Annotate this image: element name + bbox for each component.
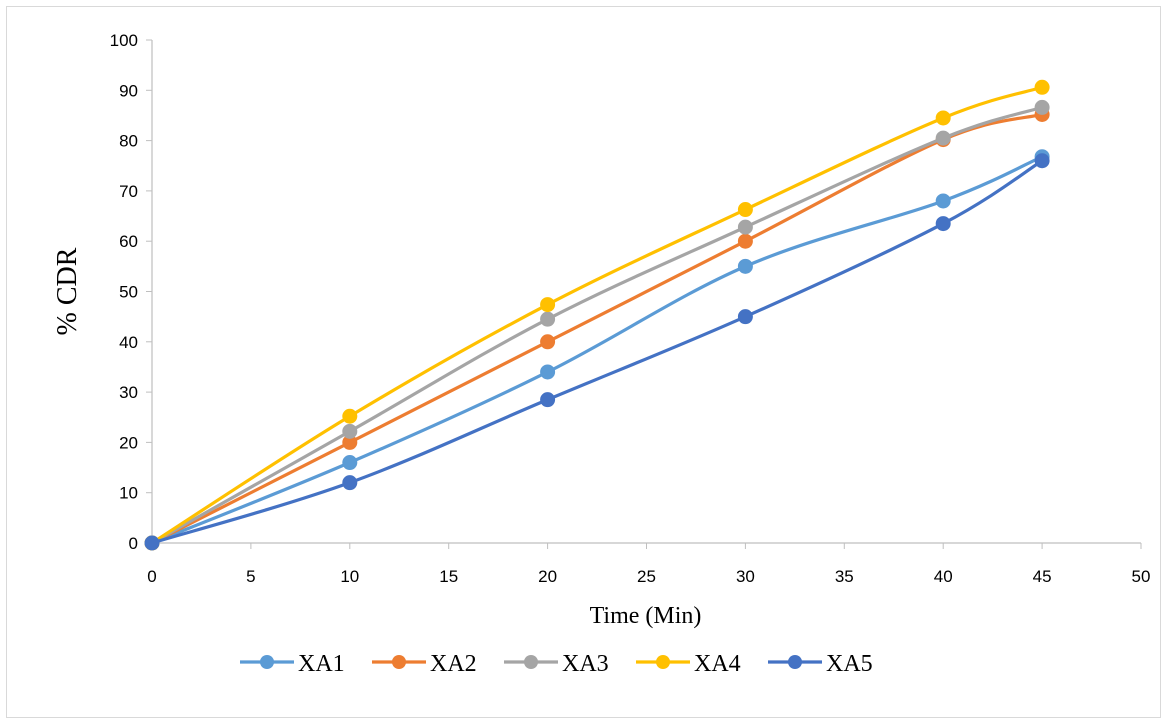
legend-item-xa1: XA1	[240, 651, 345, 677]
x-tick-label: 5	[246, 567, 255, 586]
data-point-xa3-20	[540, 311, 556, 327]
chart-frame	[6, 6, 1161, 718]
x-tick-label: 45	[1033, 567, 1052, 586]
legend-label: XA2	[430, 651, 477, 677]
x-tick-label: 20	[538, 567, 557, 586]
y-axis-title: % CDR	[52, 247, 83, 335]
x-tick-label: 25	[637, 567, 656, 586]
legend-label: XA1	[298, 651, 345, 677]
y-tick-label: 70	[119, 182, 138, 201]
legend-swatch-marker	[656, 655, 670, 669]
data-point-xa4-20	[540, 297, 556, 313]
data-point-xa5-40	[935, 216, 951, 232]
legend-item-xa2: XA2	[372, 651, 477, 677]
legend-swatch-marker	[524, 655, 538, 669]
legend-swatch-marker	[788, 655, 802, 669]
data-point-xa2-30	[737, 233, 753, 249]
y-tick-label: 100	[110, 31, 138, 50]
data-point-xa3-40	[935, 130, 951, 146]
series-line-xa5	[150, 159, 1044, 545]
y-tick-label: 60	[119, 232, 138, 251]
y-tick-labels: 0 10 20 30 40 50 60 70 80 90 100	[110, 31, 138, 553]
y-tick-label: 40	[119, 333, 138, 352]
y-tick-label: 0	[129, 534, 138, 553]
data-point-xa3-10	[342, 423, 358, 439]
data-point-xa5-45	[1034, 153, 1050, 169]
x-tick-label: 15	[439, 567, 458, 586]
x-tick-label: 30	[736, 567, 755, 586]
y-tick-label: 80	[119, 132, 138, 151]
data-point-xa3-30	[737, 219, 753, 235]
x-tick-label: 10	[340, 567, 359, 586]
x-tick-labels: 0 5 10 15 20 25 30 35 40 45 50	[147, 567, 1150, 586]
x-tick-label: 0	[147, 567, 156, 586]
series-xa5	[144, 153, 1050, 551]
data-point-xa2-20	[540, 334, 556, 350]
y-tick-label: 50	[119, 283, 138, 302]
axes	[146, 39, 1142, 549]
data-point-xa4-45	[1034, 79, 1050, 95]
y-tick-label: 10	[119, 484, 138, 503]
data-point-xa5-10	[342, 475, 358, 491]
y-tick-label: 30	[119, 383, 138, 402]
data-point-xa4-30	[737, 202, 753, 218]
data-point-xa5-30	[737, 309, 753, 325]
legend-label: XA4	[694, 651, 741, 677]
legend-item-xa5: XA5	[768, 651, 873, 677]
legend-swatch-marker	[392, 655, 406, 669]
x-axis-title: Time (Min)	[590, 603, 702, 629]
legend-label: XA5	[826, 651, 873, 677]
y-tick-label: 90	[119, 81, 138, 100]
series-line-xa3	[150, 105, 1044, 545]
data-point-xa1-10	[342, 455, 358, 471]
series-layer	[144, 79, 1050, 551]
legend-item-xa3: XA3	[504, 651, 609, 677]
y-tick-label: 20	[119, 433, 138, 452]
data-point-xa3-45	[1034, 99, 1050, 115]
legend-swatch-marker	[260, 655, 274, 669]
legend: XA1 XA2 XA3 XA4 XA5	[240, 651, 873, 677]
series-line-xa1	[150, 155, 1044, 545]
x-tick-label: 40	[934, 567, 953, 586]
series-xa2	[144, 106, 1050, 551]
data-point-xa5-0	[144, 535, 160, 551]
x-tick-label: 35	[835, 567, 854, 586]
data-point-xa5-20	[540, 392, 556, 408]
x-tick-label: 50	[1132, 567, 1151, 586]
data-point-xa1-20	[540, 364, 556, 380]
series-xa3	[144, 99, 1050, 551]
series-xa1	[144, 149, 1050, 551]
data-point-xa4-40	[935, 110, 951, 126]
legend-label: XA3	[562, 651, 609, 677]
data-point-xa4-10	[342, 408, 358, 424]
data-point-xa1-30	[737, 258, 753, 274]
data-point-xa1-40	[935, 193, 951, 209]
legend-item-xa4: XA4	[636, 651, 741, 677]
series-line-xa2	[150, 112, 1044, 545]
